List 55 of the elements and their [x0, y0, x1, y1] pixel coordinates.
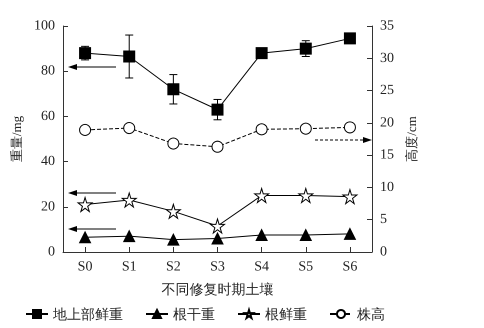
- point: [344, 32, 356, 44]
- point: [344, 228, 356, 240]
- x-tick-label: S1: [122, 260, 137, 274]
- x-tick-label: S6: [342, 260, 358, 274]
- point: [122, 192, 137, 208]
- point: [212, 140, 224, 153]
- point: [123, 230, 136, 242]
- y-tick-label: 20: [41, 199, 55, 214]
- x-tick-label: S0: [78, 260, 92, 274]
- y-tick-label: 100: [34, 18, 55, 34]
- point: [167, 138, 180, 150]
- y-tick-label: 40: [41, 154, 55, 170]
- y2-tick-label: 30: [380, 50, 394, 66]
- point: [79, 124, 92, 136]
- x-tick-label: S3: [210, 260, 225, 274]
- x-axis-title: 不同修复时期土壤: [162, 281, 274, 297]
- x-tick-label: S5: [298, 260, 314, 274]
- y-axis-title: 重量/mg: [9, 115, 24, 162]
- point: [212, 104, 224, 116]
- y-tick-label: 60: [41, 108, 55, 124]
- point: [256, 123, 268, 136]
- point: [256, 229, 268, 242]
- x-tick-label: S2: [166, 260, 181, 274]
- y2-tick-label: 20: [380, 115, 394, 130]
- point: [210, 218, 225, 234]
- y-tick-label: 0: [48, 244, 55, 260]
- legend-label: 根干重: [173, 306, 215, 322]
- y2-tick-label: 5: [380, 212, 387, 228]
- legend-label: 株高: [356, 306, 385, 322]
- point: [256, 47, 268, 60]
- point: [300, 42, 312, 55]
- point: [300, 229, 312, 242]
- legend-label: 根鲜重: [265, 306, 307, 322]
- y2-tick-label: 15: [380, 148, 394, 163]
- y-tick-label: 80: [41, 64, 55, 79]
- point: [212, 232, 224, 244]
- point: [344, 121, 356, 134]
- point: [123, 50, 136, 63]
- point: [167, 234, 180, 246]
- y2-tick-label: 0: [380, 244, 387, 260]
- point: [300, 122, 312, 135]
- point: [78, 197, 93, 212]
- legend-label: 地上部鲜重: [52, 306, 123, 322]
- x-tick-label: S4: [254, 260, 270, 274]
- point: [342, 189, 358, 204]
- point: [123, 122, 136, 134]
- point: [166, 204, 181, 219]
- y2-tick-label: 35: [380, 18, 394, 34]
- point: [254, 188, 270, 203]
- y2-tick-label: 10: [380, 180, 394, 195]
- y2-tick-label: 25: [380, 83, 394, 98]
- point: [79, 231, 92, 244]
- point: [298, 188, 314, 203]
- point: [167, 83, 180, 96]
- y2-axis-title: 高度/cm: [404, 116, 419, 162]
